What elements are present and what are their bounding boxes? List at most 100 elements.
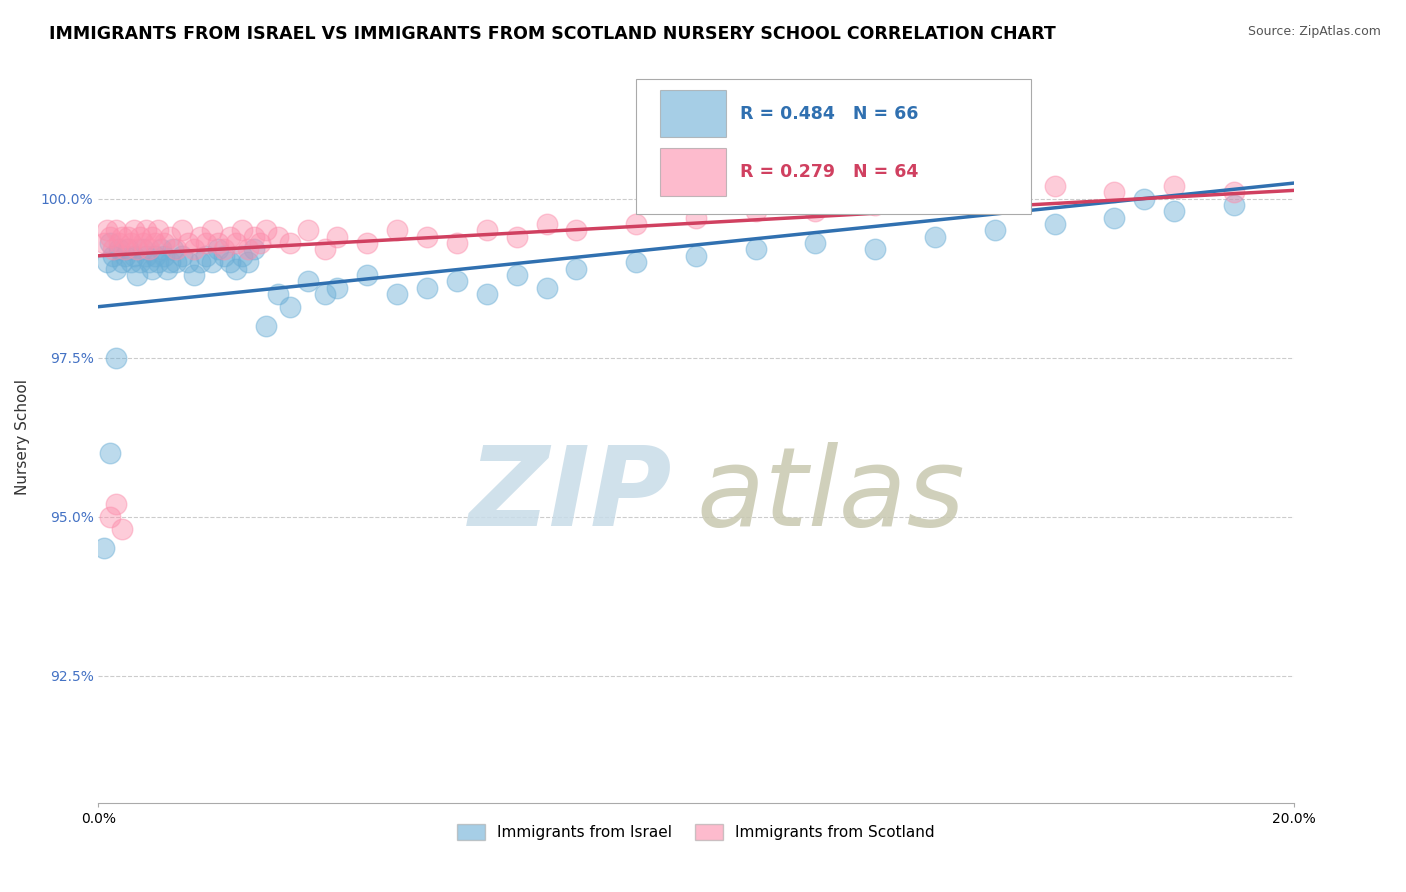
Point [984,185,1007,199]
Point [475,223,498,237]
Point [111,255,134,269]
Point [188,229,211,244]
Point [177,236,200,251]
Text: atlas: atlas [696,442,965,549]
Point [446,274,468,288]
Point [172,223,194,237]
Point [207,243,229,257]
Y-axis label: Nursery School: Nursery School [15,379,30,495]
Point [254,223,277,237]
Point [225,236,247,251]
Point [1133,192,1156,206]
Point [475,287,498,301]
Point [143,236,166,251]
Point [96,223,118,237]
Point [225,261,247,276]
FancyBboxPatch shape [661,89,725,137]
Point [416,280,439,294]
Point [1163,178,1185,193]
Point [506,268,529,282]
Point [924,192,946,206]
Point [165,255,187,269]
Point [326,280,349,294]
Point [804,204,827,219]
Point [120,255,142,269]
Point [132,243,155,257]
Point [201,255,224,269]
Point [156,261,179,276]
Point [111,522,134,536]
Point [117,229,139,244]
Point [267,229,290,244]
Point [129,255,152,269]
Point [93,541,115,556]
Point [219,229,242,244]
Point [195,249,218,263]
Point [129,229,152,244]
Point [114,249,136,263]
Point [254,318,277,333]
Point [212,249,235,263]
Point [105,351,128,365]
Point [865,243,887,257]
Point [565,223,588,237]
Point [141,261,163,276]
Point [536,280,558,294]
Point [267,287,290,301]
Point [1104,211,1126,225]
Point [188,255,211,269]
Point [745,243,768,257]
Point [98,446,122,460]
Point [219,255,242,269]
Point [236,255,259,269]
Point [385,287,409,301]
Point [924,229,946,244]
Point [165,243,187,257]
Point [1163,204,1185,219]
Point [135,249,157,263]
Point [685,249,707,263]
Point [108,236,131,251]
Text: Source: ZipAtlas.com: Source: ZipAtlas.com [1247,25,1381,38]
Point [111,229,134,244]
Point [236,243,259,257]
Point [93,236,115,251]
Point [143,249,166,263]
Point [356,268,378,282]
Point [172,249,194,263]
Point [231,223,253,237]
Point [416,229,439,244]
Point [297,223,319,237]
Point [124,249,146,263]
Point [1043,178,1066,193]
FancyBboxPatch shape [637,78,1031,214]
Point [626,217,648,231]
Point [1223,198,1246,212]
Point [565,261,588,276]
Point [124,223,146,237]
Point [865,198,887,212]
Point [326,229,349,244]
Text: ZIP: ZIP [468,442,672,549]
Point [315,287,337,301]
Point [98,236,122,251]
Point [685,211,707,225]
Point [297,274,319,288]
Point [231,249,253,263]
Point [177,255,200,269]
Point [150,243,173,257]
Point [385,223,409,237]
Point [159,229,181,244]
Point [243,229,266,244]
Point [162,243,184,257]
Point [105,261,128,276]
Point [96,255,118,269]
Point [141,229,163,244]
Point [536,217,558,231]
Point [148,223,170,237]
Point [117,243,139,257]
Point [105,223,128,237]
Point [138,255,160,269]
Point [135,223,157,237]
Point [195,236,218,251]
